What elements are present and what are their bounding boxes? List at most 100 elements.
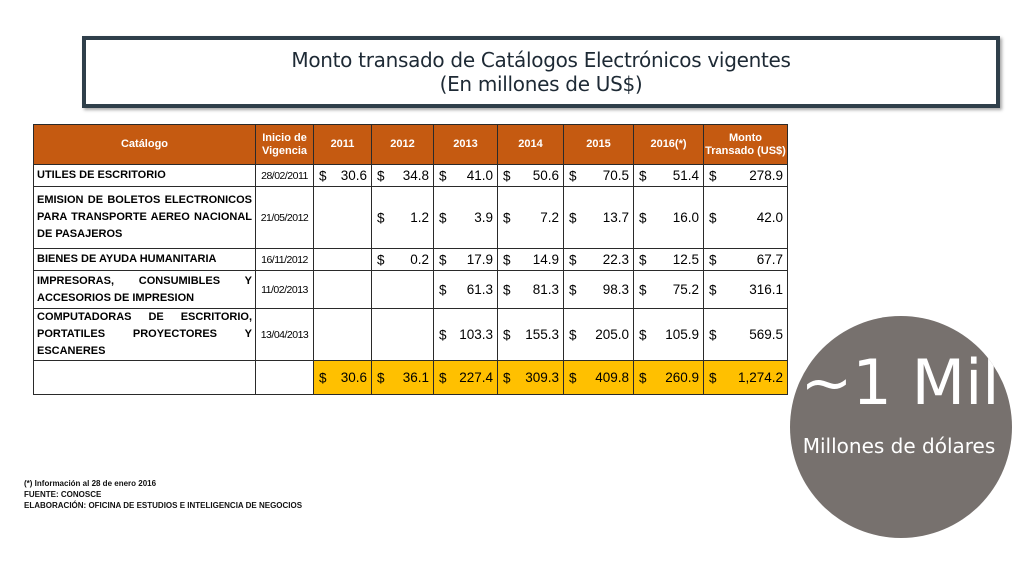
amount: 409.8 xyxy=(595,370,629,385)
currency-symbol: $ xyxy=(709,210,717,225)
currency-symbol: $ xyxy=(377,252,385,267)
value-cell: $50.6 xyxy=(497,164,564,187)
table-row: UTILES DE ESCRITORIO 28/02/2011 $30.6 $34.8… xyxy=(33,164,788,187)
value-cell: $67.7 xyxy=(703,248,788,271)
value-cell: $14.9 xyxy=(497,248,564,271)
table-header-row: Catálogo Inicio de Vigencia 2011 2012 20… xyxy=(33,124,788,165)
amount: 34.8 xyxy=(402,168,429,183)
currency-symbol: $ xyxy=(569,327,577,342)
currency-symbol: $ xyxy=(569,210,577,225)
empty-cell xyxy=(255,360,314,395)
value-cell: $16.0 xyxy=(633,186,704,249)
currency-symbol: $ xyxy=(709,252,717,267)
catalog-name: UTILES DE ESCRITORIO xyxy=(33,164,256,187)
header-inicio: Inicio de Vigencia xyxy=(255,124,314,165)
amount: 70.5 xyxy=(602,168,629,183)
value-cell: $22.3 xyxy=(563,248,634,271)
value-cell xyxy=(313,308,372,361)
catalog-name: EMISION DE BOLETOS ELECTRONICOS PARA TRA… xyxy=(33,186,256,249)
amount: 36.1 xyxy=(402,370,429,385)
value-cell: $75.2 xyxy=(633,270,704,309)
amount: 105.9 xyxy=(665,327,699,342)
amount: 75.2 xyxy=(672,282,699,297)
currency-symbol: $ xyxy=(569,252,577,267)
currency-symbol: $ xyxy=(439,252,447,267)
amount: 98.3 xyxy=(602,282,629,297)
start-date: 21/05/2012 xyxy=(255,186,314,249)
value-cell: $17.9 xyxy=(433,248,498,271)
currency-symbol: $ xyxy=(503,210,511,225)
catalog-name: COMPUTADORAS DE ESCRITORIO, PORTATILES P… xyxy=(33,308,256,361)
value-cell: $30.6 xyxy=(313,360,372,395)
currency-symbol: $ xyxy=(503,168,511,183)
amount: 30.6 xyxy=(340,370,367,385)
value-cell xyxy=(371,270,434,309)
value-cell: $30.6 xyxy=(313,164,372,187)
value-cell xyxy=(371,308,434,361)
value-cell: $12.5 xyxy=(633,248,704,271)
currency-symbol: $ xyxy=(503,282,511,297)
amount: 155.3 xyxy=(525,327,559,342)
value-cell: $70.5 xyxy=(563,164,634,187)
amount: 17.9 xyxy=(466,252,493,267)
value-cell: $98.3 xyxy=(563,270,634,309)
currency-symbol: $ xyxy=(639,168,647,183)
value-cell: $309.3 xyxy=(497,360,564,395)
amount: 16.0 xyxy=(672,210,699,225)
currency-symbol: $ xyxy=(569,370,577,385)
value-cell: $155.3 xyxy=(497,308,564,361)
note-source: FUENTE: CONOSCE xyxy=(24,490,102,499)
currency-symbol: $ xyxy=(639,210,647,225)
currency-symbol: $ xyxy=(639,327,647,342)
value-cell: $42.0 xyxy=(703,186,788,249)
value-cell: $61.3 xyxy=(433,270,498,309)
amount: 260.9 xyxy=(665,370,699,385)
start-date: 11/02/2013 xyxy=(255,270,314,309)
totals-row: $30.6 $36.1 $227.4 $309.3 $409.8 $260.9 $1,274… xyxy=(33,360,788,395)
currency-symbol: $ xyxy=(709,327,717,342)
value-cell xyxy=(313,270,372,309)
value-cell: $105.9 xyxy=(633,308,704,361)
amount: 1.2 xyxy=(410,210,429,225)
value-cell: $205.0 xyxy=(563,308,634,361)
value-cell: $569.5 xyxy=(703,308,788,361)
amount: 1,274.2 xyxy=(737,370,783,385)
note-elaboration: ELABORACIÓN: OFICINA DE ESTUDIOS E INTEL… xyxy=(24,501,303,510)
highlight-unit: Millones de dólares xyxy=(802,434,996,458)
amount: 0.2 xyxy=(410,252,429,267)
currency-symbol: $ xyxy=(377,210,385,225)
amount: 41.0 xyxy=(466,168,493,183)
value-cell: $1.2 xyxy=(371,186,434,249)
amount: 569.5 xyxy=(749,327,783,342)
amount: 309.3 xyxy=(525,370,559,385)
value-cell: $51.4 xyxy=(633,164,704,187)
header-2014: 2014 xyxy=(497,124,564,165)
value-cell xyxy=(313,248,372,271)
currency-symbol: $ xyxy=(439,168,447,183)
start-date: 28/02/2011 xyxy=(255,164,314,187)
currency-symbol: $ xyxy=(439,282,447,297)
slide-subtitle: (En millones de US$) xyxy=(439,72,643,96)
value-cell: $103.3 xyxy=(433,308,498,361)
currency-symbol: $ xyxy=(377,370,385,385)
value-cell: $278.9 xyxy=(703,164,788,187)
amount: 316.1 xyxy=(749,282,783,297)
table-row: BIENES DE AYUDA HUMANITARIA 16/11/2012 $0.… xyxy=(33,248,788,271)
value-cell: $316.1 xyxy=(703,270,788,309)
header-2016: 2016(*) xyxy=(633,124,704,165)
value-cell: $41.0 xyxy=(433,164,498,187)
header-2012: 2012 xyxy=(371,124,434,165)
slide-title-box: Monto transado de Catálogos Electrónicos… xyxy=(82,36,1000,108)
notes: (*) Información al 28 de enero 2016 FUEN… xyxy=(24,478,302,511)
currency-symbol: $ xyxy=(439,327,447,342)
header-2015: 2015 xyxy=(563,124,634,165)
currency-symbol: $ xyxy=(377,168,385,183)
header-2013: 2013 xyxy=(433,124,498,165)
amount: 81.3 xyxy=(532,282,559,297)
header-catalogo: Catálogo xyxy=(33,124,256,165)
highlight-circle: ~1 Mil Millones de dólares xyxy=(790,316,1012,538)
currency-symbol: $ xyxy=(709,370,717,385)
currency-symbol: $ xyxy=(569,168,577,183)
currency-symbol: $ xyxy=(639,282,647,297)
currency-symbol: $ xyxy=(709,282,717,297)
